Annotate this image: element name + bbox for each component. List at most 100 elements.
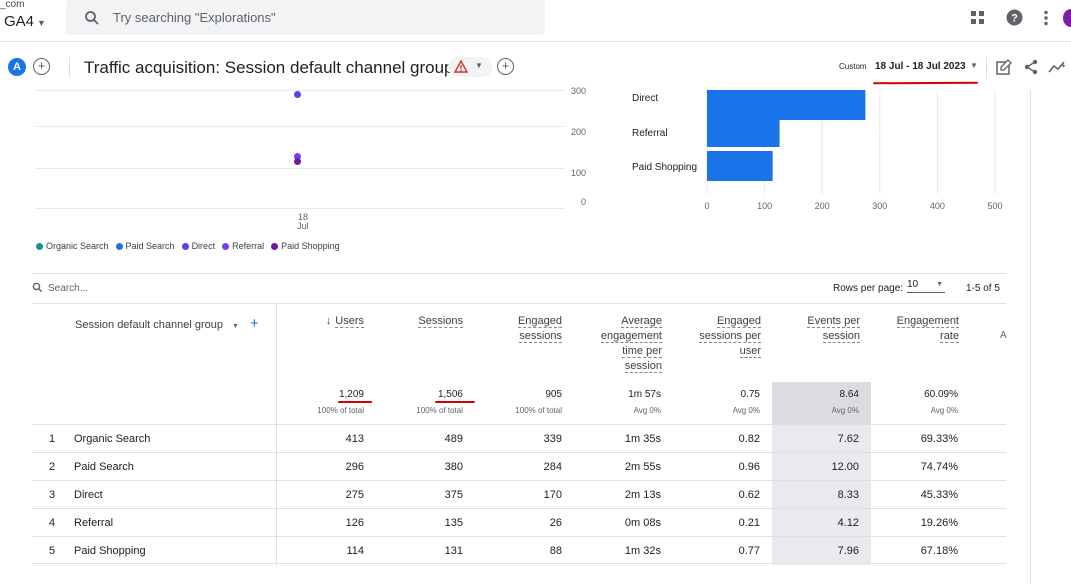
add-comparison-icon[interactable]: + — [33, 58, 50, 75]
total-percentage: 100% of total — [416, 406, 463, 415]
more-vert-icon[interactable] — [1043, 10, 1049, 26]
cell-engaged-sessions: 339 — [543, 433, 562, 445]
row-dimension[interactable]: Paid Search — [74, 461, 134, 473]
row-dimension[interactable]: Organic Search — [74, 433, 151, 445]
table-row[interactable]: 3 Direct 275 375 170 2m 13s 0.62 8.33 45… — [32, 480, 1006, 508]
x-tick-day: 18 — [298, 212, 309, 222]
legend-item[interactable]: Paid Shopping — [271, 241, 340, 251]
data-point-referral[interactable] — [294, 153, 301, 160]
cell-engaged-per-user: 0.82 — [738, 433, 760, 445]
date-range-picker[interactable]: 18 Jul - 18 Jul 2023 — [875, 61, 966, 72]
cell-avg-engagement: 1m 35s — [624, 433, 661, 445]
row-dimension[interactable]: Paid Shopping — [74, 545, 146, 557]
total-value: 1,506 — [437, 389, 463, 400]
column-header-events-per-session[interactable]: Events per session — [800, 314, 860, 344]
column-header-label: Events per session — [807, 315, 860, 343]
rows-per-page-select[interactable]: 10 ▼ — [907, 279, 945, 293]
cell-sessions: 380 — [444, 461, 463, 473]
row-index: 4 — [49, 517, 56, 529]
chevron-down-icon[interactable]: ▼ — [970, 61, 978, 70]
column-header-avg-engagement-time[interactable]: Average engagement time per session — [596, 314, 662, 374]
legend-item[interactable]: Organic Search — [36, 241, 109, 251]
legend-label: Paid Shopping — [281, 241, 340, 251]
column-header-label: Engaged sessions — [517, 315, 562, 343]
legend-dot — [115, 243, 123, 250]
search-input[interactable]: Try searching "Explorations" — [66, 0, 545, 35]
column-divider — [276, 304, 277, 565]
divider — [32, 303, 1006, 304]
svg-text:?: ? — [1011, 13, 1018, 25]
cell-engaged-per-user: 0.96 — [738, 461, 760, 473]
column-header-users[interactable]: ↓ Users — [284, 314, 364, 329]
total-percentage: 100% of total — [317, 406, 364, 415]
data-point-direct[interactable] — [294, 91, 301, 98]
cell-users: 413 — [345, 433, 364, 445]
table-row[interactable]: 1 Organic Search 413 489 339 1m 35s 0.82… — [32, 424, 1006, 452]
cell-events-per-session: 12.00 — [831, 461, 859, 473]
cell-sessions: 131 — [444, 545, 463, 557]
bar-paid-shopping[interactable] — [707, 151, 773, 181]
bar-direct[interactable] — [707, 90, 866, 120]
legend-item[interactable]: Direct — [181, 241, 216, 251]
divider — [69, 57, 70, 77]
column-header-label: Sessions — [418, 315, 463, 328]
cell-users: 296 — [345, 461, 364, 473]
dimension-header[interactable]: Session default channel group ▼ + — [75, 315, 259, 332]
column-header-engaged-sessions-per-user[interactable]: Engaged sessions per user — [695, 314, 761, 359]
table-row[interactable]: 5 Paid Shopping 114 131 88 1m 32s 0.77 7… — [32, 536, 1006, 564]
data-point-paid-shopping[interactable] — [294, 158, 301, 165]
x-tick-label: 100 — [757, 201, 772, 211]
help-icon[interactable]: ? — [1006, 9, 1023, 26]
table-search-input[interactable]: Search... — [32, 282, 88, 294]
legend-label: Direct — [191, 241, 216, 251]
chevron-down-icon[interactable]: ▼ — [232, 323, 239, 330]
row-dimension[interactable]: Referral — [74, 517, 114, 529]
apps-icon[interactable] — [971, 11, 985, 25]
legend-label: Organic Search — [46, 241, 109, 251]
y-tick: 100 — [570, 168, 586, 178]
customize-report-icon[interactable] — [996, 59, 1012, 75]
cell-events-per-session: 4.12 — [837, 517, 859, 529]
warning-icon — [454, 60, 468, 73]
add-dimension-icon[interactable]: + — [249, 315, 259, 332]
total-percentage: Avg 0% — [831, 406, 859, 415]
cell-engaged-sessions: 88 — [549, 545, 562, 557]
x-tick-label: 400 — [930, 201, 945, 211]
total-percentage: Avg 0% — [732, 406, 760, 415]
bar-referral[interactable] — [707, 117, 780, 147]
legend-item[interactable]: Referral — [222, 241, 264, 251]
column-header-engagement-rate[interactable]: Engagement rate — [893, 314, 959, 344]
chart-legend: Organic Search Paid Search Direct Referr… — [36, 241, 340, 251]
legend-item[interactable]: Paid Search — [115, 241, 175, 251]
total-value: 0.75 — [740, 389, 760, 400]
column-header-label: Engaged sessions per user — [699, 315, 761, 358]
chevron-down-icon: ▼ — [936, 281, 943, 288]
column-header-sessions[interactable]: Sessions — [383, 314, 463, 329]
bar-chart: 0 100 200 300 400 500 Direct Referral Paid Shopp… — [632, 90, 1003, 211]
cell-sessions: 135 — [444, 517, 463, 529]
row-dimension[interactable]: Direct — [74, 489, 103, 501]
property-selector[interactable]: GA4 ▼ — [4, 13, 46, 30]
legend-label: Paid Search — [125, 241, 175, 251]
rows-per-page-value: 10 — [907, 279, 919, 290]
legend-dot — [222, 243, 230, 250]
right-panel-border — [1030, 90, 1031, 584]
warning-chip[interactable]: ▼ — [448, 57, 492, 77]
cell-engagement-rate: 19.26% — [920, 517, 958, 529]
arrow-down-icon: ↓ — [325, 315, 332, 327]
comparison-badge[interactable]: A — [8, 58, 26, 76]
total-value: 905 — [545, 389, 562, 400]
column-header-overflow[interactable]: A — [1000, 330, 1007, 341]
column-header-engaged-sessions[interactable]: Engaged sessions — [512, 314, 562, 344]
add-circle-icon[interactable]: + — [497, 58, 514, 75]
cell-engaged-sessions: 170 — [543, 489, 562, 501]
share-icon[interactable] — [1023, 59, 1039, 75]
svg-text:✦: ✦ — [1061, 63, 1066, 70]
gridline — [36, 126, 564, 127]
table-row[interactable]: 4 Referral 126 135 26 0m 08s 0.21 4.12 1… — [32, 508, 1006, 536]
total-value: 1,209 — [338, 389, 364, 400]
avatar[interactable] — [1063, 9, 1071, 27]
cell-users: 114 — [346, 545, 364, 557]
table-row[interactable]: 2 Paid Search 296 380 284 2m 55s 0.96 12… — [32, 452, 1006, 480]
insights-icon[interactable]: ✦ — [1048, 60, 1066, 74]
